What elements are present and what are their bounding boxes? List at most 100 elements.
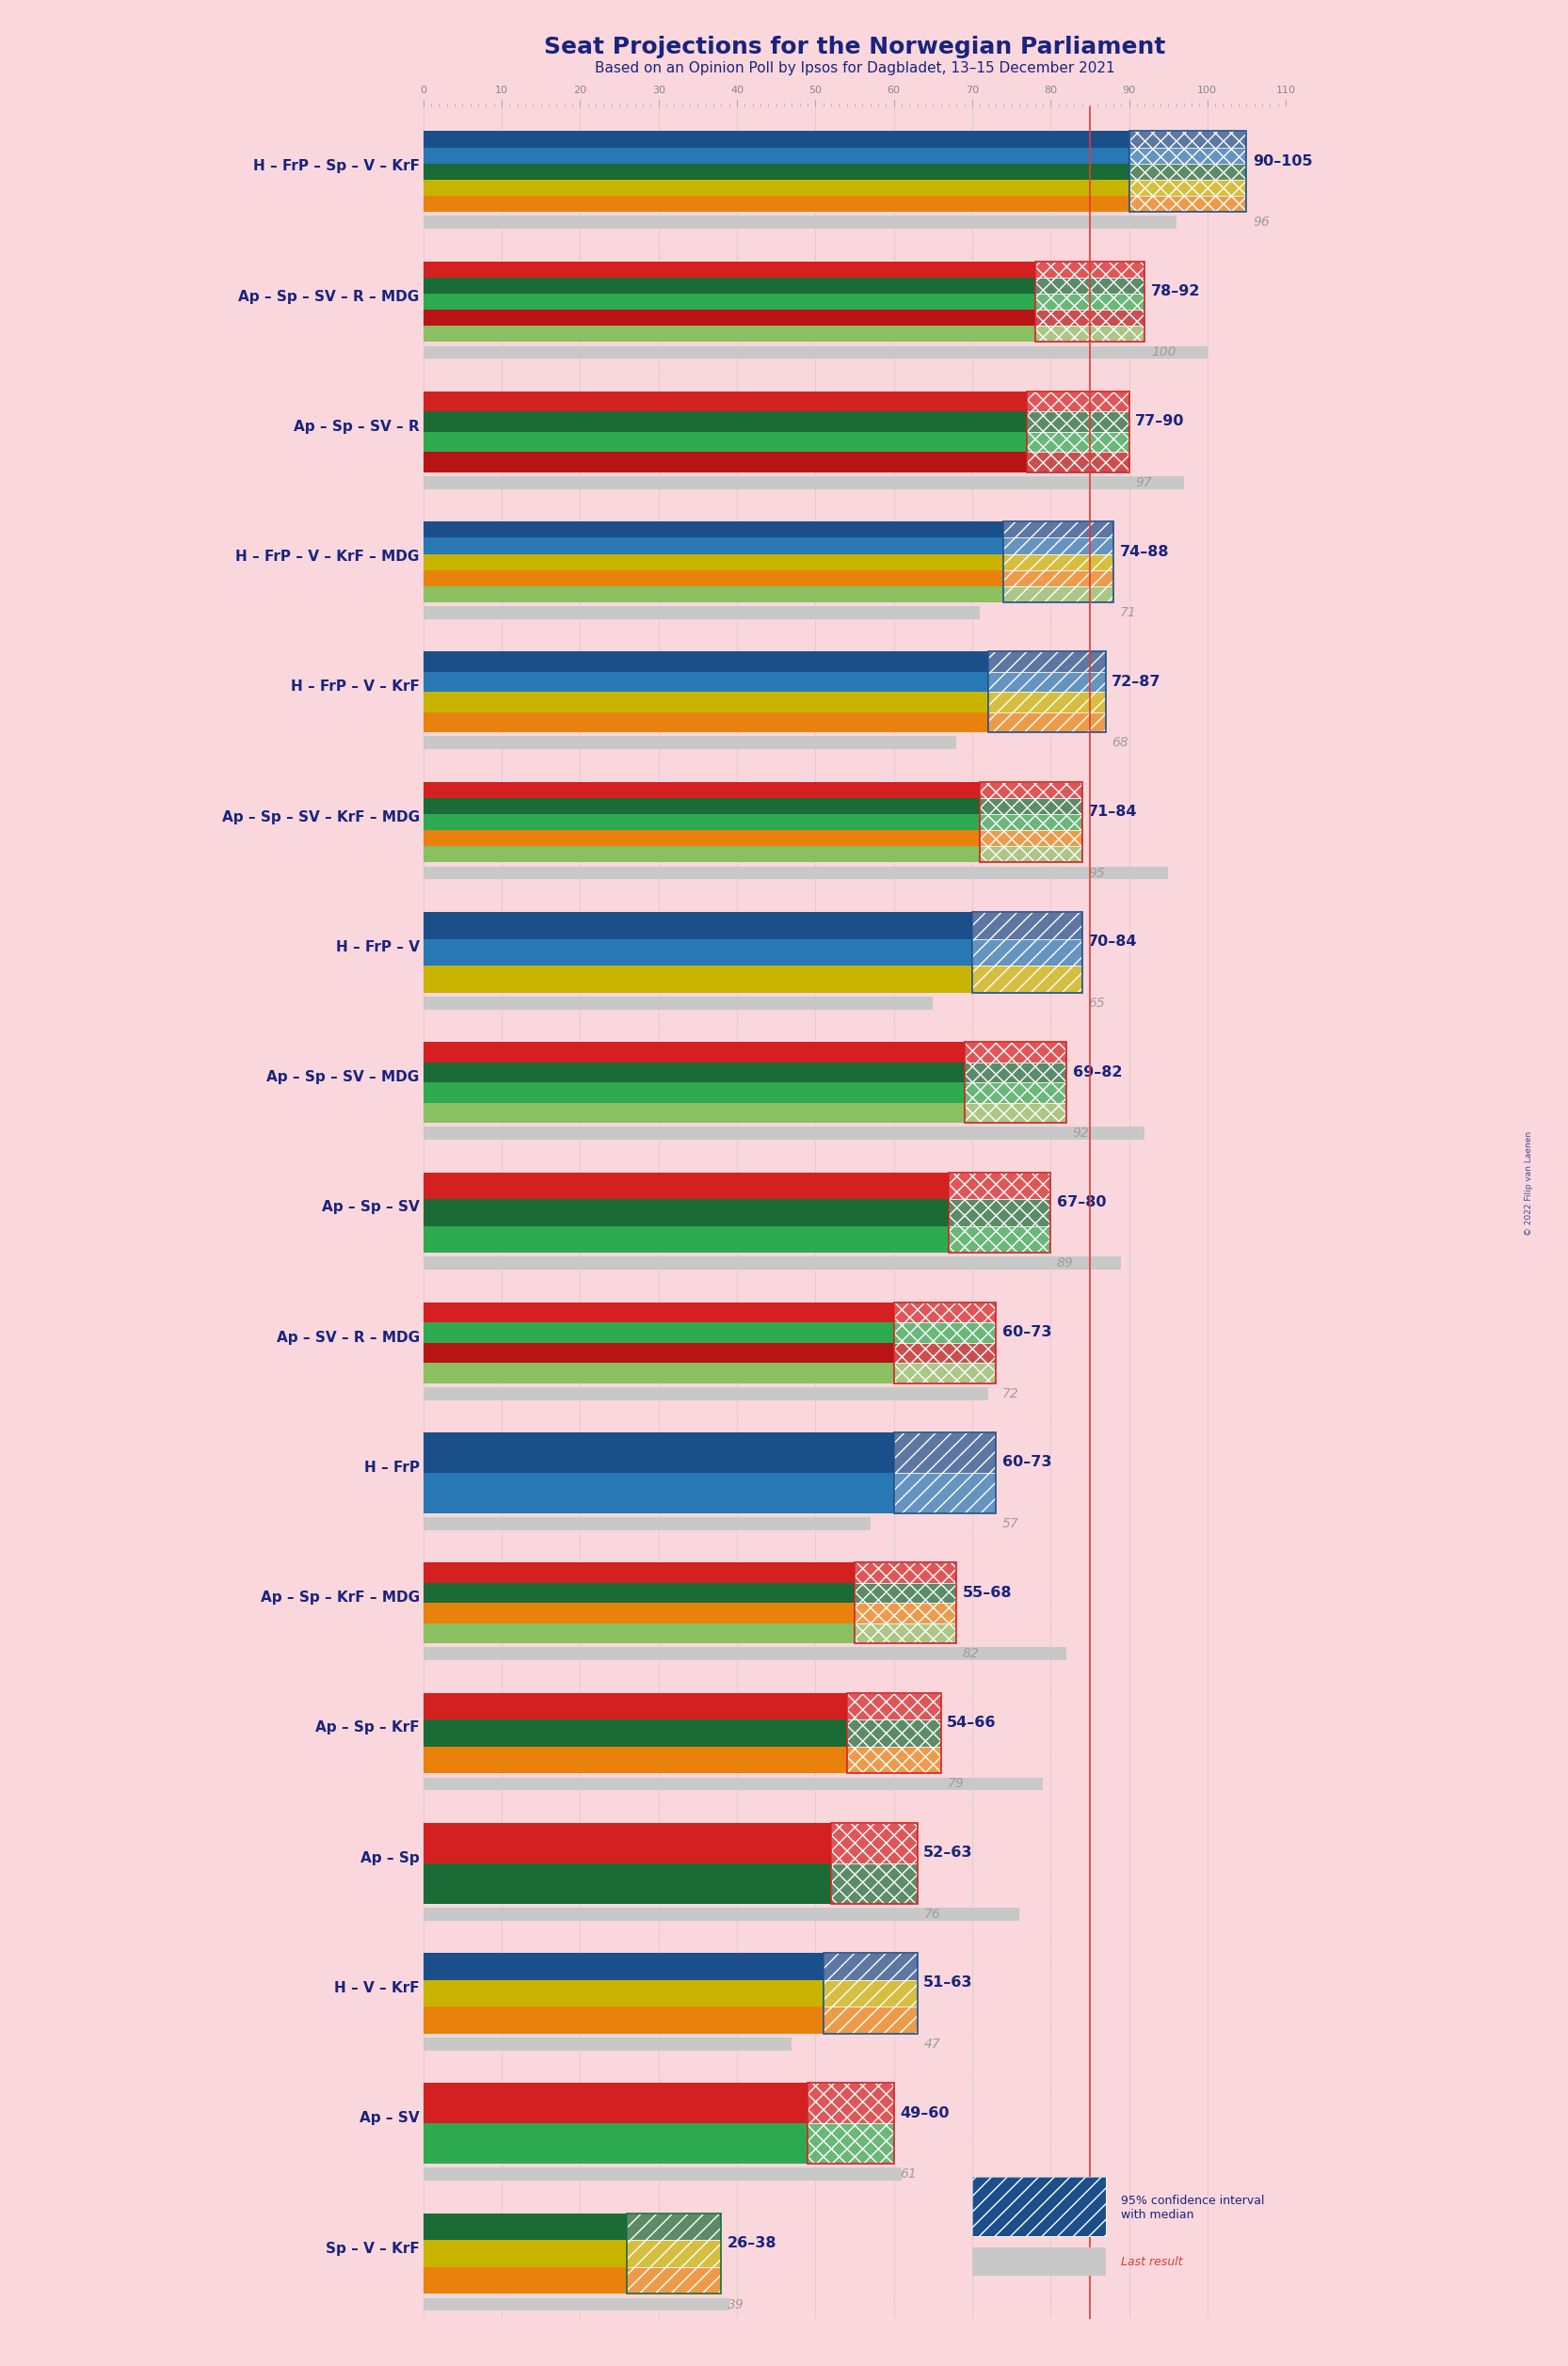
Bar [894, 1431, 996, 1472]
Bar [423, 1472, 894, 1514]
Bar [808, 2082, 894, 2125]
Bar [831, 1822, 917, 1864]
Bar [855, 1562, 956, 1583]
Bar [1027, 412, 1129, 433]
Text: 71–84: 71–84 [1088, 804, 1138, 819]
Bar [855, 1583, 956, 1604]
Text: 49–60: 49–60 [900, 2106, 950, 2120]
Text: 55–68: 55–68 [963, 1585, 1013, 1599]
Bar [1027, 452, 1129, 473]
Bar [964, 1041, 1066, 1062]
Bar [423, 1344, 894, 1363]
Bar [423, 1583, 855, 1604]
Bar [823, 1980, 917, 2006]
Bar [423, 1062, 964, 1084]
Bar [423, 570, 1004, 587]
Bar [831, 1864, 917, 1905]
Bar [423, 1301, 894, 1323]
Bar [949, 1171, 1051, 1200]
Bar [1035, 310, 1145, 327]
Bar [823, 1952, 917, 2035]
Bar [1004, 521, 1113, 603]
Bar [423, 1746, 847, 1774]
Bar [423, 260, 1035, 277]
Bar [423, 2037, 792, 2051]
Text: 95: 95 [1088, 866, 1105, 880]
Text: Ap – Sp – KrF: Ap – Sp – KrF [315, 1720, 420, 1734]
Bar [423, 1562, 855, 1583]
Bar [847, 1692, 941, 1774]
Bar [423, 847, 980, 864]
Bar [949, 1171, 1051, 1200]
Bar [627, 2212, 721, 2241]
Text: 61: 61 [900, 2167, 917, 2181]
Bar [964, 1084, 1066, 1103]
Bar [1004, 521, 1113, 537]
Text: 100: 100 [1151, 345, 1176, 360]
Bar [1129, 130, 1247, 147]
Bar [847, 1746, 941, 1774]
Bar [423, 1623, 855, 1644]
Bar [1035, 310, 1145, 327]
Bar [423, 1777, 1043, 1791]
Bar [423, 1907, 1019, 1921]
Text: Ap – Sp – SV – KrF – MDG: Ap – Sp – SV – KrF – MDG [221, 809, 420, 823]
Bar [855, 1562, 956, 1583]
Bar [627, 2241, 721, 2267]
Bar [980, 781, 1082, 797]
Bar [894, 1363, 996, 1384]
Bar [972, 911, 1082, 939]
Bar [423, 1200, 949, 1226]
Bar [423, 433, 1027, 452]
Bar [423, 866, 1168, 880]
Bar [423, 180, 1129, 196]
Bar [423, 2297, 729, 2312]
Bar [980, 797, 1082, 814]
Bar [972, 965, 1082, 994]
Bar [964, 1041, 1066, 1062]
Bar [423, 1720, 847, 1746]
Bar [423, 2082, 808, 2125]
Bar [1035, 260, 1145, 277]
Bar [423, 452, 1027, 473]
Bar [847, 1692, 941, 1720]
Bar [423, 1323, 894, 1344]
Bar [855, 1562, 956, 1644]
Bar [1035, 260, 1145, 343]
Bar [1129, 180, 1247, 196]
Bar [423, 2241, 627, 2267]
Bar [423, 1103, 964, 1124]
Bar [808, 2125, 894, 2165]
Text: 60–73: 60–73 [1002, 1455, 1052, 1469]
Bar [1004, 554, 1113, 570]
Text: Ap – Sp – SV – R: Ap – Sp – SV – R [293, 419, 420, 433]
Bar [423, 390, 1027, 412]
Bar [988, 651, 1105, 672]
Bar [423, 797, 980, 814]
Text: Ap – Sp – SV – R – MDG: Ap – Sp – SV – R – MDG [238, 289, 420, 303]
Bar [423, 606, 980, 620]
Bar [423, 2267, 627, 2295]
Bar [423, 1431, 894, 1472]
Bar [423, 2125, 808, 2165]
Bar [823, 1952, 917, 1980]
Bar [423, 736, 956, 750]
Text: Ap – Sp – SV – MDG: Ap – Sp – SV – MDG [267, 1069, 420, 1084]
Bar [894, 1472, 996, 1514]
Bar [1004, 521, 1113, 537]
Text: Ap – SV – R – MDG: Ap – SV – R – MDG [276, 1330, 420, 1344]
Bar [423, 587, 1004, 603]
Bar [1129, 196, 1247, 213]
Text: H – FrP: H – FrP [364, 1460, 420, 1474]
Bar [894, 1344, 996, 1363]
Bar [423, 476, 1184, 490]
Text: 68: 68 [1112, 736, 1129, 750]
Bar [823, 1952, 917, 1980]
Bar [1027, 433, 1129, 452]
Text: 96: 96 [1253, 215, 1270, 230]
Text: 82: 82 [963, 1647, 980, 1661]
Bar [847, 1720, 941, 1746]
Bar [988, 672, 1105, 693]
Text: 74–88: 74–88 [1120, 544, 1170, 558]
Bar [1004, 570, 1113, 587]
